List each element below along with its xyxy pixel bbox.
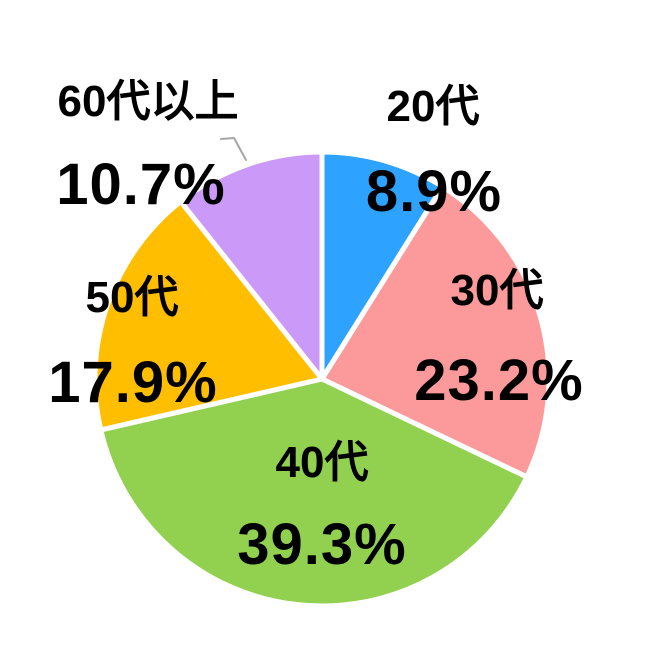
pie-slice-60s <box>178 149 325 382</box>
slice-label-60s: 60代以上 <box>57 77 239 126</box>
slice-value-60s: 10.7% <box>56 152 226 217</box>
pie-slice-50s <box>92 198 325 433</box>
slice-label-50s: 50代 <box>85 273 179 322</box>
slice-value-40s: 39.3% <box>237 512 407 577</box>
pie-slice-20s <box>319 149 445 382</box>
leader-line-60s <box>220 137 247 161</box>
slice-value-20s: 8.9% <box>365 159 503 224</box>
slice-value-30s: 23.2% <box>414 348 584 413</box>
slice-label-40s: 40代 <box>275 438 369 487</box>
slice-label-20s: 20代 <box>386 82 480 131</box>
slice-value-50s: 17.9% <box>48 350 218 415</box>
pie-slice-40s <box>98 376 530 609</box>
slice-label-30s: 30代 <box>450 266 544 315</box>
